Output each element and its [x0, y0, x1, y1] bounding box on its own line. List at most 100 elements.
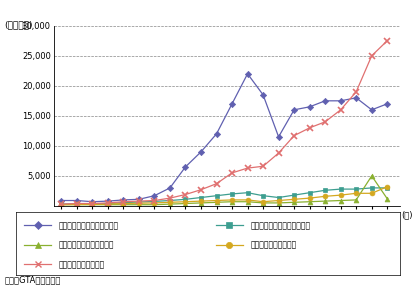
- 中国が特に強変な品目: [152, 199, 157, 202]
- フィリピンが特に強変な品目: [214, 132, 219, 136]
- 中国が特に強変な品目: [261, 164, 266, 168]
- 中国がやや強変な品目: [385, 185, 390, 188]
- フィリピンが特に強変な品目: [183, 165, 188, 169]
- フィリピンが特に強変な品目: [168, 186, 173, 190]
- 中国がやや強変な品目: [59, 203, 64, 206]
- 強変性が見極めにくい品目: [292, 200, 297, 204]
- フィリピンがやや強変な品目: [105, 202, 110, 205]
- 強変性が見極めにくい品目: [199, 201, 204, 205]
- 中国がやや強変な品目: [152, 201, 157, 205]
- 強変性が見極めにくい品目: [168, 202, 173, 206]
- 中国がやや強変な品目: [338, 193, 343, 197]
- 強変性が見極めにくい品目: [261, 201, 266, 205]
- 中国が特に強変な品目: [385, 39, 390, 43]
- 中国が特に強変な品目: [354, 90, 359, 94]
- 中国が特に強変な品目: [369, 54, 374, 57]
- 強変性が見極めにくい品目: [152, 203, 157, 206]
- フィリピンが特に強変な品目: [136, 198, 141, 201]
- フィリピンがやや強変な品目: [261, 194, 266, 197]
- フィリピンがやや強変な品目: [385, 186, 390, 190]
- 強変性が見極めにくい品目: [276, 201, 281, 205]
- 強変性が見極めにくい品目: [245, 200, 250, 203]
- 中国が特に強変な品目: [245, 166, 250, 170]
- Text: (年): (年): [402, 210, 412, 219]
- 中国が特に強変な品目: [136, 199, 141, 203]
- Text: 強変性が見極めにくい品目: 強変性が見極めにくい品目: [59, 241, 114, 249]
- 強変性が見極めにくい品目: [307, 200, 312, 203]
- 中国がやや強変な品目: [183, 200, 188, 203]
- 中国がやや強変な品目: [214, 199, 219, 202]
- フィリピンが特に強変な品目: [292, 108, 297, 112]
- 中国が特に強変な品目: [323, 120, 328, 124]
- 中国が特に強変な品目: [168, 196, 173, 200]
- 中国が特に強変な品目: [90, 202, 95, 205]
- フィリピンがやや強変な品目: [354, 187, 359, 191]
- フィリピンがやや強変な品目: [245, 191, 250, 194]
- 強変性が見極めにくい品目: [90, 203, 95, 206]
- フィリピンがやや強変な品目: [229, 192, 234, 196]
- フィリピンが特に強変な品目: [369, 108, 374, 112]
- 中国が特に強変な品目: [338, 108, 343, 112]
- フィリピンが特に強変な品目: [152, 194, 157, 197]
- 強変性が見極めにくい品目: [323, 199, 328, 203]
- Line: フィリピンが特に強変な品目: フィリピンが特に強変な品目: [59, 72, 389, 204]
- Line: 強変性が見極めにくい品目: 強変性が見極めにくい品目: [59, 174, 390, 207]
- 中国がやや強変な品目: [75, 203, 80, 206]
- フィリピンがやや強変な品目: [338, 187, 343, 191]
- 中国がやや強変な品目: [307, 196, 312, 200]
- 強変性が見極めにくい品目: [121, 203, 126, 206]
- 中国が特に強変な品目: [214, 182, 219, 185]
- Text: フィリピンが特に強変な品目: フィリピンが特に強変な品目: [59, 221, 119, 230]
- 中国がやや強変な品目: [276, 199, 281, 202]
- 強変性が見極めにくい品目: [59, 203, 64, 206]
- Text: (百万ドル): (百万ドル): [4, 20, 33, 29]
- フィリピンがやや強変な品目: [121, 201, 126, 204]
- フィリピンがやや強変な品目: [369, 186, 374, 190]
- 中国が特に強変な品目: [121, 200, 126, 203]
- 中国がやや強変な品目: [229, 198, 234, 202]
- フィリピンがやや強変な品目: [199, 196, 204, 199]
- 中国が特に強変な品目: [183, 193, 188, 196]
- 中国がやや強変な品目: [323, 194, 328, 198]
- フィリピンが特に強変な品目: [261, 93, 266, 97]
- 中国が特に強変な品目: [59, 202, 64, 206]
- 強変性が見極めにくい品目: [183, 202, 188, 205]
- 中国が特に強変な品目: [307, 126, 312, 130]
- 中国がやや強変な品目: [354, 192, 359, 195]
- Line: フィリピンがやや強変な品目: フィリピンがやや強変な品目: [59, 186, 389, 206]
- Line: 中国がやや強変な品目: 中国がやや強変な品目: [59, 184, 390, 207]
- フィリピンが特に強変な品目: [229, 102, 234, 106]
- 中国が特に強変な品目: [75, 202, 80, 205]
- Text: フィリピンがやや強変な品目: フィリピンがやや強変な品目: [250, 221, 310, 230]
- フィリピンが特に強変な品目: [75, 199, 80, 202]
- 中国がやや強変な品目: [121, 202, 126, 205]
- 強変性が見極めにくい品目: [338, 199, 343, 202]
- フィリピンが特に強変な品目: [105, 199, 110, 203]
- 中国が特に強変な品目: [292, 134, 297, 137]
- フィリピンが特に強変な品目: [354, 96, 359, 100]
- フィリピンがやや強変な品目: [307, 191, 312, 194]
- 中国がやや強変な品目: [261, 200, 266, 203]
- フィリピンが特に強変な品目: [245, 72, 250, 76]
- フィリピンがやや強変な品目: [90, 202, 95, 206]
- 中国が特に強変な品目: [229, 171, 234, 174]
- 中国が特に強変な品目: [105, 201, 110, 205]
- 強変性が見極めにくい品目: [214, 200, 219, 204]
- フィリピンがやや強変な品目: [276, 196, 281, 199]
- 強変性が見極めにくい品目: [229, 200, 234, 203]
- フィリピンがやや強変な品目: [75, 202, 80, 206]
- 中国がやや強変な品目: [369, 192, 374, 195]
- 強変性が見極めにくい品目: [105, 203, 110, 206]
- フィリピンがやや強変な品目: [59, 202, 64, 206]
- フィリピンがやや強変な品目: [214, 194, 219, 197]
- Text: 中国がやや強変な品目: 中国がやや強変な品目: [250, 241, 297, 249]
- 強変性が見極めにくい品目: [75, 203, 80, 206]
- 強変性が見極めにくい品目: [354, 198, 359, 202]
- フィリピンがやや強変な品目: [152, 200, 157, 203]
- フィリピンがやや強変な品目: [168, 199, 173, 202]
- フィリピンがやや強変な品目: [136, 200, 141, 204]
- フィリピンが特に強変な品目: [323, 99, 328, 103]
- 強変性が見極めにくい品目: [136, 203, 141, 206]
- 中国がやや強変な品目: [105, 202, 110, 206]
- フィリピンが特に強変な品目: [276, 135, 281, 139]
